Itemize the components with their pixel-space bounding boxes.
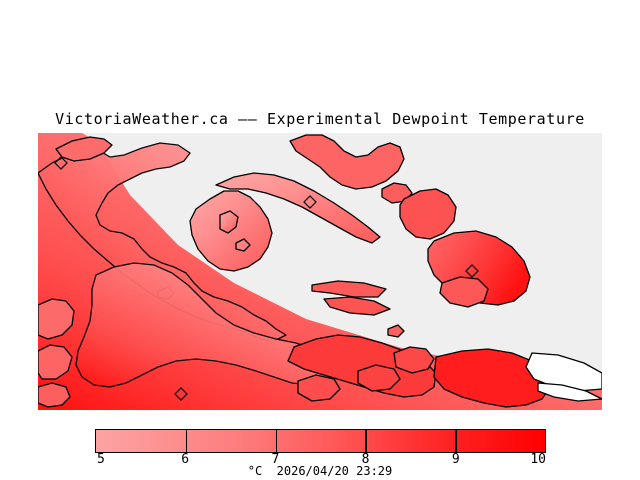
- map-plot-area[interactable]: [38, 133, 602, 410]
- dewpoint-contour-map: [38, 133, 602, 410]
- diamond-marker: [465, 264, 479, 278]
- colorbar-gradient: [96, 430, 545, 452]
- colorbar-tick-4: 9: [451, 452, 460, 467]
- diamond-marker: [54, 156, 68, 170]
- colorbar-tick-3: 8: [361, 452, 370, 467]
- colorbar-divider-8: [365, 430, 367, 452]
- colorbar: [95, 429, 546, 453]
- colorbar-caption: °C 2026/04/20 23:29: [247, 464, 393, 478]
- colorbar-tick-1: 6: [181, 452, 190, 467]
- colorbar-frame: [95, 429, 546, 453]
- colorbar-tick-2: 7: [271, 452, 280, 467]
- colorbar-tick-labels: 5 6 7 8 9 10: [95, 452, 546, 468]
- coastline-polygons: [38, 134, 602, 408]
- station-markers[interactable]: [54, 156, 479, 401]
- colorbar-divider-9: [455, 430, 457, 452]
- colorbar-divider-7: [275, 430, 278, 452]
- diamond-marker: [174, 387, 188, 401]
- page-title: VictoriaWeather.ca —— Experimental Dewpo…: [55, 110, 585, 128]
- diamond-marker: [303, 195, 317, 209]
- colorbar-tick-5: 10: [530, 452, 546, 467]
- colorbar-divider-6: [185, 430, 188, 452]
- colorbar-tick-0: 5: [97, 452, 105, 467]
